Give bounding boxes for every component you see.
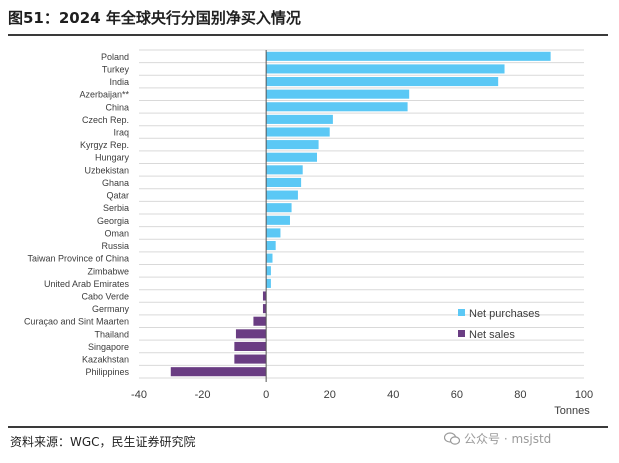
category-label: Uzbekistan	[84, 165, 129, 175]
legend-label-net-purchases: Net purchases	[469, 308, 540, 320]
category-label: United Arab Emirates	[44, 279, 130, 289]
category-label: Serbia	[103, 203, 129, 213]
category-label: Curaçao and Sint Maarten	[24, 317, 129, 327]
category-label: Turkey	[102, 64, 130, 74]
bar-united-arab-emirates	[266, 278, 271, 288]
bar-iraq	[266, 127, 330, 137]
category-label: Iraq	[113, 128, 129, 138]
category-label: Cabo Verde	[81, 292, 129, 302]
watermark: 公众号 · msjstd	[444, 430, 551, 447]
bar-azerbaijan	[266, 89, 410, 99]
bar-georgia	[266, 215, 290, 225]
bar-germany	[262, 304, 267, 314]
bar-cabo-verde	[262, 291, 267, 301]
x-tick-label: 40	[387, 389, 399, 401]
bar-kyrgyz-rep	[266, 140, 319, 150]
category-labels: Poland Turkey India Azerbaijan** China Czech …	[24, 52, 130, 377]
x-tick-label: -40	[131, 389, 147, 401]
category-label: Qatar	[106, 191, 129, 201]
category-label: Poland	[101, 52, 129, 62]
legend: Net purchases Net sales	[458, 308, 540, 341]
bar-czech-rep	[266, 114, 333, 124]
category-label: Taiwan Province of China	[27, 254, 129, 264]
category-label: Kazakhstan	[82, 355, 129, 365]
bar-poland	[266, 51, 551, 61]
bar-kazakhstan	[234, 354, 267, 364]
category-label: Azerbaijan**	[79, 90, 129, 100]
category-label: Germany	[92, 304, 130, 314]
source-note: 资料来源：WGC，民生证券研究院	[10, 435, 196, 449]
x-tick-label: 20	[324, 389, 336, 401]
bar-qatar	[266, 190, 298, 200]
category-label: Czech Rep.	[82, 115, 129, 125]
bar-hungary	[266, 152, 317, 162]
category-label: Hungary	[95, 153, 130, 163]
bar-singapore	[234, 341, 267, 352]
category-label: Russia	[101, 241, 129, 251]
wechat-icon	[444, 432, 460, 445]
x-tick-label: -20	[195, 389, 211, 401]
bar-uzbekistan	[266, 165, 303, 175]
category-label: Georgia	[97, 216, 129, 226]
bar-china	[266, 102, 408, 112]
x-tick-label: 100	[575, 389, 593, 401]
category-label: Kyrgyz Rep.	[80, 140, 129, 150]
category-label: India	[109, 77, 129, 87]
watermark-text: 公众号 · msjstd	[464, 432, 552, 446]
bar-philippines	[170, 367, 267, 377]
x-tick-label: 0	[263, 389, 269, 401]
category-label: Oman	[104, 228, 129, 238]
bar-thailand	[235, 329, 267, 339]
category-label: Zimbabwe	[87, 266, 129, 276]
bar-ghana	[266, 177, 302, 188]
legend-swatch-net-sales	[458, 330, 465, 337]
figure-title: 图51：2024 年全球央行分国别净买入情况	[8, 9, 301, 27]
bar-serbia	[266, 203, 292, 213]
bars	[170, 50, 551, 382]
title-rule	[8, 34, 608, 36]
bar-turkey	[266, 64, 505, 74]
bar-cura-ao-and-sint-maarten	[253, 316, 267, 326]
category-label: China	[105, 102, 129, 112]
category-label: Thailand	[94, 329, 129, 339]
x-axis-title: Tonnes	[554, 405, 590, 417]
bar-zimbabwe	[266, 266, 271, 276]
legend-label-net-sales: Net sales	[469, 329, 515, 341]
grid-lines	[139, 49, 584, 379]
bar-taiwan-province-of-china	[266, 253, 273, 263]
category-label: Singapore	[88, 342, 129, 352]
category-label: Philippines	[85, 367, 129, 377]
x-tick-label: 60	[451, 389, 463, 401]
bar-oman	[266, 228, 281, 238]
bar-russia	[266, 240, 276, 251]
footer-rule	[8, 426, 608, 428]
category-label: Ghana	[102, 178, 129, 188]
x-axis: -40 -20 0 20 40 60 80 100	[131, 389, 593, 401]
bar-india	[266, 76, 499, 87]
legend-swatch-net-purchases	[458, 309, 465, 316]
x-tick-label: 80	[514, 389, 526, 401]
